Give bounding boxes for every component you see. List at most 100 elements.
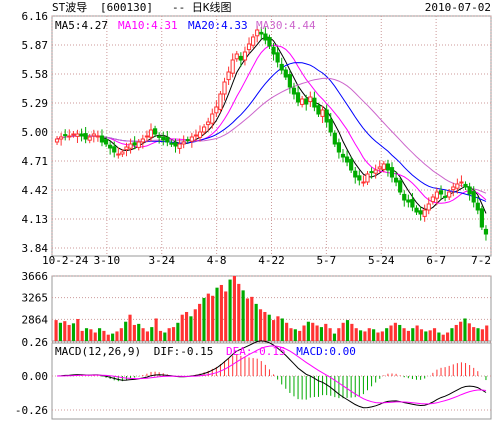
candle-body bbox=[385, 163, 391, 171]
candle-body bbox=[201, 126, 207, 133]
ma30-label: MA30:4.44 bbox=[256, 19, 316, 32]
volume-bar bbox=[93, 332, 97, 341]
volume-bar bbox=[415, 325, 419, 341]
volume-bar bbox=[324, 323, 328, 341]
volume-bar bbox=[263, 311, 267, 341]
volume-bar bbox=[276, 316, 280, 341]
price-x-tick: 3-10 bbox=[94, 254, 121, 267]
candle-body bbox=[389, 167, 395, 178]
price-grid bbox=[51, 15, 492, 256]
volume-y-tick-labels: 3666 3265 2864 bbox=[22, 270, 49, 326]
candle-body bbox=[402, 193, 407, 201]
candle-body bbox=[67, 135, 72, 138]
price-x-tick: 3-24 bbox=[149, 254, 176, 267]
volume-bar bbox=[467, 323, 471, 341]
volume-bar bbox=[319, 327, 323, 341]
candle-body bbox=[214, 106, 219, 114]
volume-bar bbox=[372, 329, 376, 341]
candle-body bbox=[255, 29, 260, 37]
candle-body bbox=[95, 135, 100, 138]
candle-body bbox=[443, 195, 448, 198]
price-y-tick: 6.16 bbox=[22, 10, 49, 23]
price-y-tick: 5.29 bbox=[22, 97, 49, 110]
candle-body bbox=[59, 136, 64, 140]
volume-bar bbox=[254, 303, 258, 341]
volume-bar bbox=[367, 328, 371, 341]
candle-body bbox=[340, 153, 346, 158]
candle-body bbox=[83, 133, 88, 140]
candle-body bbox=[251, 36, 256, 46]
candle-body bbox=[414, 207, 419, 213]
candle-body bbox=[447, 191, 452, 198]
candle-body bbox=[451, 186, 456, 191]
macd-value-text: MACD:0.00 bbox=[296, 345, 356, 358]
volume-bar bbox=[158, 330, 163, 341]
volume-bar bbox=[102, 330, 106, 341]
volume-bar bbox=[306, 321, 310, 341]
volume-bar bbox=[354, 328, 358, 341]
candlesticks bbox=[54, 25, 489, 241]
candle-body bbox=[152, 128, 158, 135]
volume-bar bbox=[237, 283, 241, 341]
volume-bar bbox=[476, 328, 480, 341]
volume-bars bbox=[54, 276, 489, 341]
volume-bar bbox=[154, 318, 158, 341]
price-x-tick: 7-2 bbox=[471, 254, 491, 267]
volume-bar bbox=[232, 276, 236, 341]
candle-body bbox=[398, 180, 403, 193]
candle-body bbox=[381, 163, 386, 170]
candle-body bbox=[140, 138, 145, 143]
candle-body bbox=[320, 109, 325, 117]
candle-body bbox=[177, 143, 182, 149]
volume-bar bbox=[302, 325, 306, 341]
candle-body bbox=[54, 138, 60, 143]
volume-bar bbox=[124, 321, 128, 341]
candle-body bbox=[246, 43, 252, 51]
volume-bar bbox=[341, 322, 345, 341]
volume-bar bbox=[63, 321, 67, 341]
volume-bar bbox=[258, 309, 263, 341]
volume-bar bbox=[189, 316, 193, 341]
volume-bar bbox=[332, 333, 337, 341]
volume-bar bbox=[219, 284, 223, 341]
candle-body bbox=[353, 170, 358, 178]
candle-body bbox=[226, 71, 231, 81]
candle-body bbox=[438, 190, 444, 195]
volume-bar bbox=[389, 325, 393, 341]
candle-body bbox=[136, 141, 141, 148]
candle-body bbox=[116, 153, 121, 156]
volume-bar bbox=[428, 330, 432, 341]
volume-bar bbox=[171, 327, 176, 341]
volume-bar bbox=[167, 328, 171, 341]
macd-y-tick-labels: 0.26 0.00 -0.26 bbox=[15, 336, 48, 417]
volume-bar bbox=[432, 328, 437, 341]
volume-bar bbox=[437, 332, 441, 341]
price-x-tick: 4-8 bbox=[207, 254, 227, 267]
dea-line bbox=[57, 345, 487, 405]
candle-body bbox=[189, 136, 194, 142]
candle-body bbox=[165, 137, 170, 143]
volume-bar bbox=[84, 328, 89, 341]
volume-bar bbox=[111, 333, 115, 341]
candle-body bbox=[406, 199, 411, 203]
volume-bar bbox=[119, 328, 123, 341]
candle-body bbox=[120, 151, 125, 155]
volume-bar bbox=[150, 327, 154, 341]
candle-body bbox=[369, 171, 374, 174]
candle-body bbox=[193, 134, 199, 137]
candle-body bbox=[324, 109, 329, 123]
price-y-tick: 4.71 bbox=[22, 155, 49, 168]
volume-bar bbox=[293, 329, 297, 341]
volume-bar bbox=[485, 325, 489, 341]
volume-bar bbox=[350, 323, 354, 341]
candle-body bbox=[361, 181, 366, 184]
volume-bar bbox=[337, 328, 341, 341]
volume-panel-frame bbox=[51, 275, 492, 342]
ma20-label: MA20:4.33 bbox=[188, 19, 248, 32]
volume-bar bbox=[198, 303, 202, 341]
candle-body bbox=[300, 98, 305, 105]
candle-body bbox=[459, 181, 464, 184]
candle-body bbox=[103, 139, 109, 145]
volume-bar bbox=[298, 330, 302, 341]
